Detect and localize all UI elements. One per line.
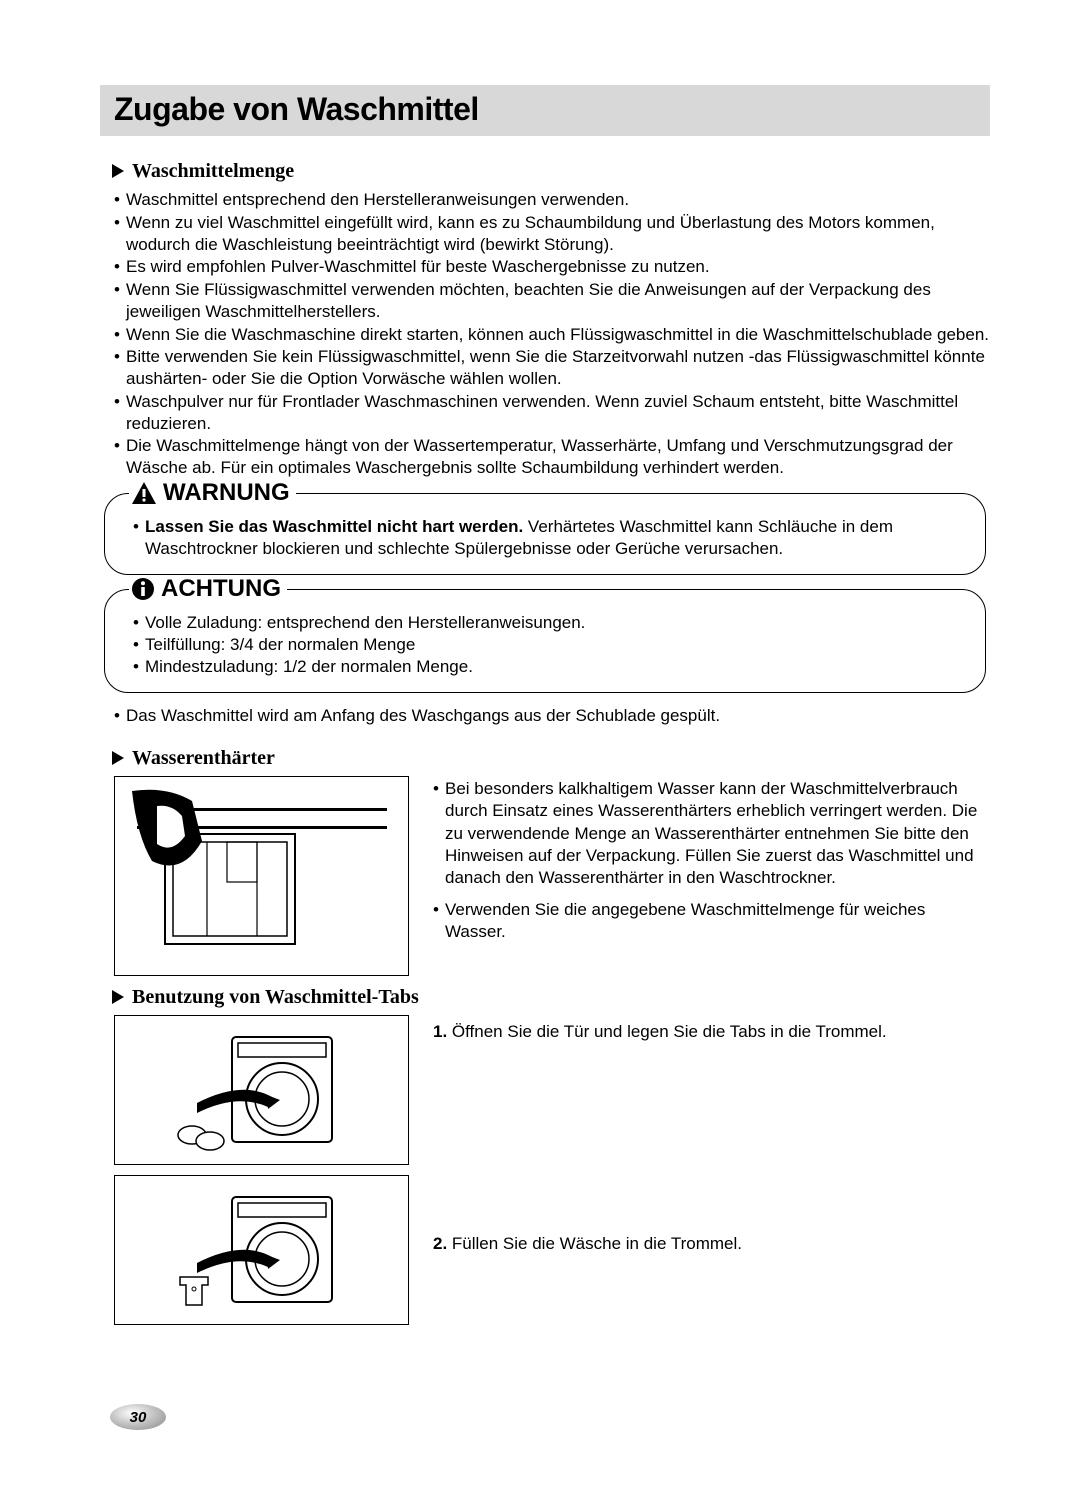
bullet-item: Die Waschmittelmenge hängt von der Wasse… [114,435,990,479]
warnung-label: WARNUNG [129,479,296,507]
section-heading-2: Wasserenthärter [112,747,990,770]
bullet-item: Wenn zu viel Waschmittel eingefüllt wird… [114,212,990,256]
bullet-item: Es wird empfohlen Pulver-Waschmittel für… [114,256,990,278]
arrow-icon [112,164,124,178]
warnung-callout: WARNUNG Lassen Sie das Waschmittel nicht… [104,493,986,575]
heading-text: Wasserenthärter [132,747,275,769]
bullet-item: Waschpulver nur für Frontlader Waschmasc… [114,391,990,435]
title-bar: Zugabe von Waschmittel [100,85,990,136]
page-title: Zugabe von Waschmittel [114,91,976,128]
achtung-bullet: Mindestzuladung: 1/2 der normalen Menge. [133,656,959,678]
warning-triangle-icon [131,481,157,505]
heading-text: Waschmittelmenge [132,160,294,182]
section-heading-1: Waschmittelmenge [112,160,990,183]
section1-bullets: Waschmittel entsprechend den Herstellera… [114,189,990,479]
step2-text: 2. Füllen Sie die Wäsche in die Trommel. [433,1233,990,1255]
achtung-bullet: Teilfüllung: 3/4 der normalen Menge [133,634,959,656]
bullet-item: Bitte verwenden Sie kein Flüssigwaschmit… [114,346,990,390]
warnung-text: Lassen Sie das Waschmittel nicht hart we… [133,516,959,560]
warnung-label-text: WARNUNG [163,479,290,507]
bullet-item: Wenn Sie die Waschmaschine direkt starte… [114,324,990,346]
after-achtung-text: Das Waschmittel wird am Anfang des Wasch… [114,705,990,727]
tabs-illustrations [114,1015,409,1325]
info-circle-icon [131,577,155,601]
achtung-label: ACHTUNG [129,575,287,603]
softener-text: Bei besonders kalkhaltigem Wasser kann d… [433,776,990,976]
achtung-bullet: Volle Zuladung: entsprechend den Herstel… [133,612,959,634]
bullet-item: Wenn Sie Flüssigwaschmittel verwenden mö… [114,279,990,323]
achtung-callout: ACHTUNG Volle Zuladung: entsprechend den… [104,589,986,693]
step1-text: 1. Öffnen Sie die Tür und legen Sie die … [433,1021,990,1043]
softener-bullet: Bei besonders kalkhaltigem Wasser kann d… [433,778,990,888]
tabs-step2-illustration [114,1175,409,1325]
bullet-item: Waschmittel entsprechend den Herstellera… [114,189,990,211]
page-number-oval: 30 [110,1404,166,1430]
softener-bullet: Verwenden Sie die angegebene Waschmittel… [433,899,990,943]
softener-drawer-illustration [114,776,409,976]
arrow-icon [112,990,124,1004]
tabs-row: 1. Öffnen Sie die Tür und legen Sie die … [100,1015,990,1325]
tabs-steps-text: 1. Öffnen Sie die Tür und legen Sie die … [433,1015,990,1325]
section-heading-3: Benutzung von Waschmittel-Tabs [112,986,990,1009]
page-number: 30 [110,1404,166,1430]
heading-text: Benutzung von Waschmittel-Tabs [132,986,419,1008]
arrow-icon [112,751,124,765]
achtung-label-text: ACHTUNG [161,575,281,603]
tabs-step1-illustration [114,1015,409,1165]
softener-row: Bei besonders kalkhaltigem Wasser kann d… [100,776,990,976]
